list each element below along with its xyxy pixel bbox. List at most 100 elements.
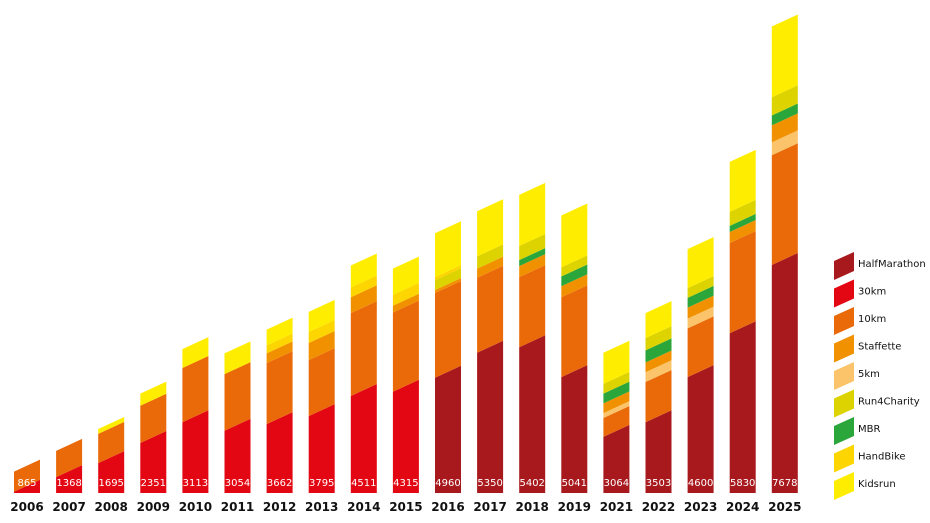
- bar-segment-10km-2019: [561, 285, 588, 378]
- total-label: 3503: [646, 478, 671, 489]
- bar-segment-run4charity-2022: [645, 326, 672, 351]
- bar-segment-30km-2012: [266, 412, 293, 493]
- x-tick-label: 2016: [431, 500, 464, 514]
- bar-segment-kidsrun-2011: [224, 341, 251, 375]
- legend-swatch: [834, 307, 854, 335]
- bar-segment-handbike-2013: [308, 320, 335, 343]
- bar-segment-kidsrun-2023: [687, 237, 714, 289]
- legend-swatch: [834, 417, 854, 445]
- bar-2012: 3662 2012: [263, 317, 296, 514]
- bar-segment-handbike-2012: [266, 333, 293, 354]
- total-label: 3795: [309, 478, 334, 489]
- bar-segment-halfmarathon-2016: [435, 365, 461, 493]
- x-tick-label: 2017: [473, 500, 506, 514]
- bar-segment-staffette-2012: [266, 341, 293, 364]
- bar-segment-kidsrun-2018: [519, 182, 546, 247]
- bar-segment-5km-2025: [771, 130, 798, 156]
- bar-segment-halfmarathon-2021: [603, 424, 630, 493]
- bar-segment-staffette-2018: [519, 254, 546, 278]
- bar-segment-10km-2015: [392, 300, 419, 392]
- total-label: 7678: [772, 478, 797, 489]
- x-tick-label: 2023: [684, 500, 717, 514]
- bar-segment-mbr-2024: [729, 213, 756, 233]
- bar-segment-run4charity-2017: [477, 244, 504, 269]
- bar-2014: 4511 2014: [347, 253, 381, 514]
- bar-segment-mbr-2023: [687, 285, 714, 308]
- bar-segment-10km-2023: [687, 316, 714, 378]
- bar-2017: 5350 2017: [473, 199, 507, 514]
- bar-segment-kidsrun-2022: [645, 301, 672, 339]
- legend-label: HandBike: [858, 452, 906, 463]
- bar-segment-kidsrun-2016: [435, 221, 461, 278]
- bar-2019: 5041 2019: [558, 203, 591, 514]
- x-tick-label: 2008: [94, 500, 127, 514]
- bar-segment-staffette-2015: [392, 293, 419, 313]
- legend-label: Staffette: [858, 342, 901, 353]
- legend: HalfMarathon 30km 10km Staffette 5km Run4Char…: [834, 252, 926, 500]
- x-tick-label: 2013: [305, 500, 338, 514]
- bar-segment-10km-2013: [308, 348, 335, 417]
- legend-item-handbike: HandBike: [834, 444, 906, 473]
- bar-segment-handbike-2016: [435, 265, 461, 281]
- x-tick-label: 2012: [263, 500, 296, 514]
- x-tick-label: 2011: [221, 500, 254, 514]
- bar-segment-kidsrun-2010: [182, 337, 209, 368]
- x-tick-label: 2009: [137, 500, 170, 514]
- bar-2009: 2351 2009: [137, 381, 170, 514]
- bar-segment-30km-2013: [308, 404, 335, 493]
- bar-segment-staffette-2022: [645, 350, 672, 373]
- bar-segment-staffette-2019: [561, 274, 588, 298]
- bar-segment-kidsrun-2025: [771, 14, 798, 98]
- bar-segment-mbr-2022: [645, 338, 672, 363]
- bar-2008: 1695 2008: [94, 416, 128, 514]
- bar-segment-staffette-2024: [729, 220, 756, 243]
- legend-label: MBR: [858, 424, 880, 435]
- x-tick-label: 2007: [52, 500, 85, 514]
- bar-2013: 3795 2013: [305, 299, 338, 514]
- x-tick-label: 2014: [347, 500, 380, 514]
- bar-segment-30km-2008: [98, 451, 125, 493]
- bar-segment-run4charity-2019: [561, 255, 588, 277]
- legend-item-mbr: MBR: [834, 417, 880, 445]
- legend-swatch: [834, 362, 854, 390]
- bar-segment-10km-2008: [98, 421, 125, 464]
- bar-segment-10km-2017: [477, 265, 504, 353]
- bar-segment-kidsrun-2021: [603, 340, 630, 384]
- bar-segment-run4charity-2021: [603, 371, 630, 394]
- bar-2006: 865 2006: [10, 459, 44, 514]
- bar-segment-kidsrun-2009: [140, 381, 167, 406]
- legend-item-run4charity: Run4Charity: [834, 389, 920, 418]
- x-tick-label: 2006: [10, 500, 43, 514]
- legend-item-halfmarathon: HalfMarathon: [834, 252, 926, 280]
- bar-segment-staffette-2025: [771, 113, 798, 143]
- total-label: 4600: [688, 478, 713, 489]
- total-label: 3113: [183, 478, 208, 489]
- bar-segment-halfmarathon-2023: [687, 365, 714, 493]
- bar-segment-10km-2024: [729, 231, 756, 334]
- total-label: 4960: [435, 478, 460, 489]
- legend-item-kidsrun: Kidsrun: [834, 472, 896, 500]
- legend-label: 5km: [858, 369, 880, 380]
- bar-segment-run4charity-2018: [519, 234, 546, 261]
- legend-label: Kidsrun: [858, 479, 896, 490]
- bar-segment-run4charity-2025: [771, 85, 798, 116]
- bar-segment-run4charity-2024: [729, 199, 756, 226]
- legend-swatch: [834, 444, 854, 473]
- x-tick-label: 2022: [642, 500, 675, 514]
- bar-segment-10km-2016: [435, 281, 461, 378]
- x-tick-label: 2025: [768, 500, 801, 514]
- bar-segment-mbr-2018: [519, 248, 546, 267]
- bar-2015: 4315 2015: [389, 256, 423, 514]
- bar-segment-30km-2014: [350, 384, 377, 493]
- x-tick-label: 2018: [515, 500, 548, 514]
- bar-segment-5km-2023: [687, 306, 714, 329]
- bar-2021: 3064 2021: [600, 340, 633, 514]
- bar-segment-handbike-2014: [350, 275, 377, 298]
- x-tick-label: 2024: [726, 500, 759, 514]
- bar-segment-30km-2007: [56, 465, 83, 493]
- bar-segment-30km-2010: [182, 410, 209, 493]
- legend-swatch: [834, 472, 854, 500]
- bar-segment-30km-2006: [14, 479, 40, 493]
- bar-segment-kidsrun-2024: [729, 149, 756, 212]
- bar-segment-10km-2012: [266, 351, 293, 425]
